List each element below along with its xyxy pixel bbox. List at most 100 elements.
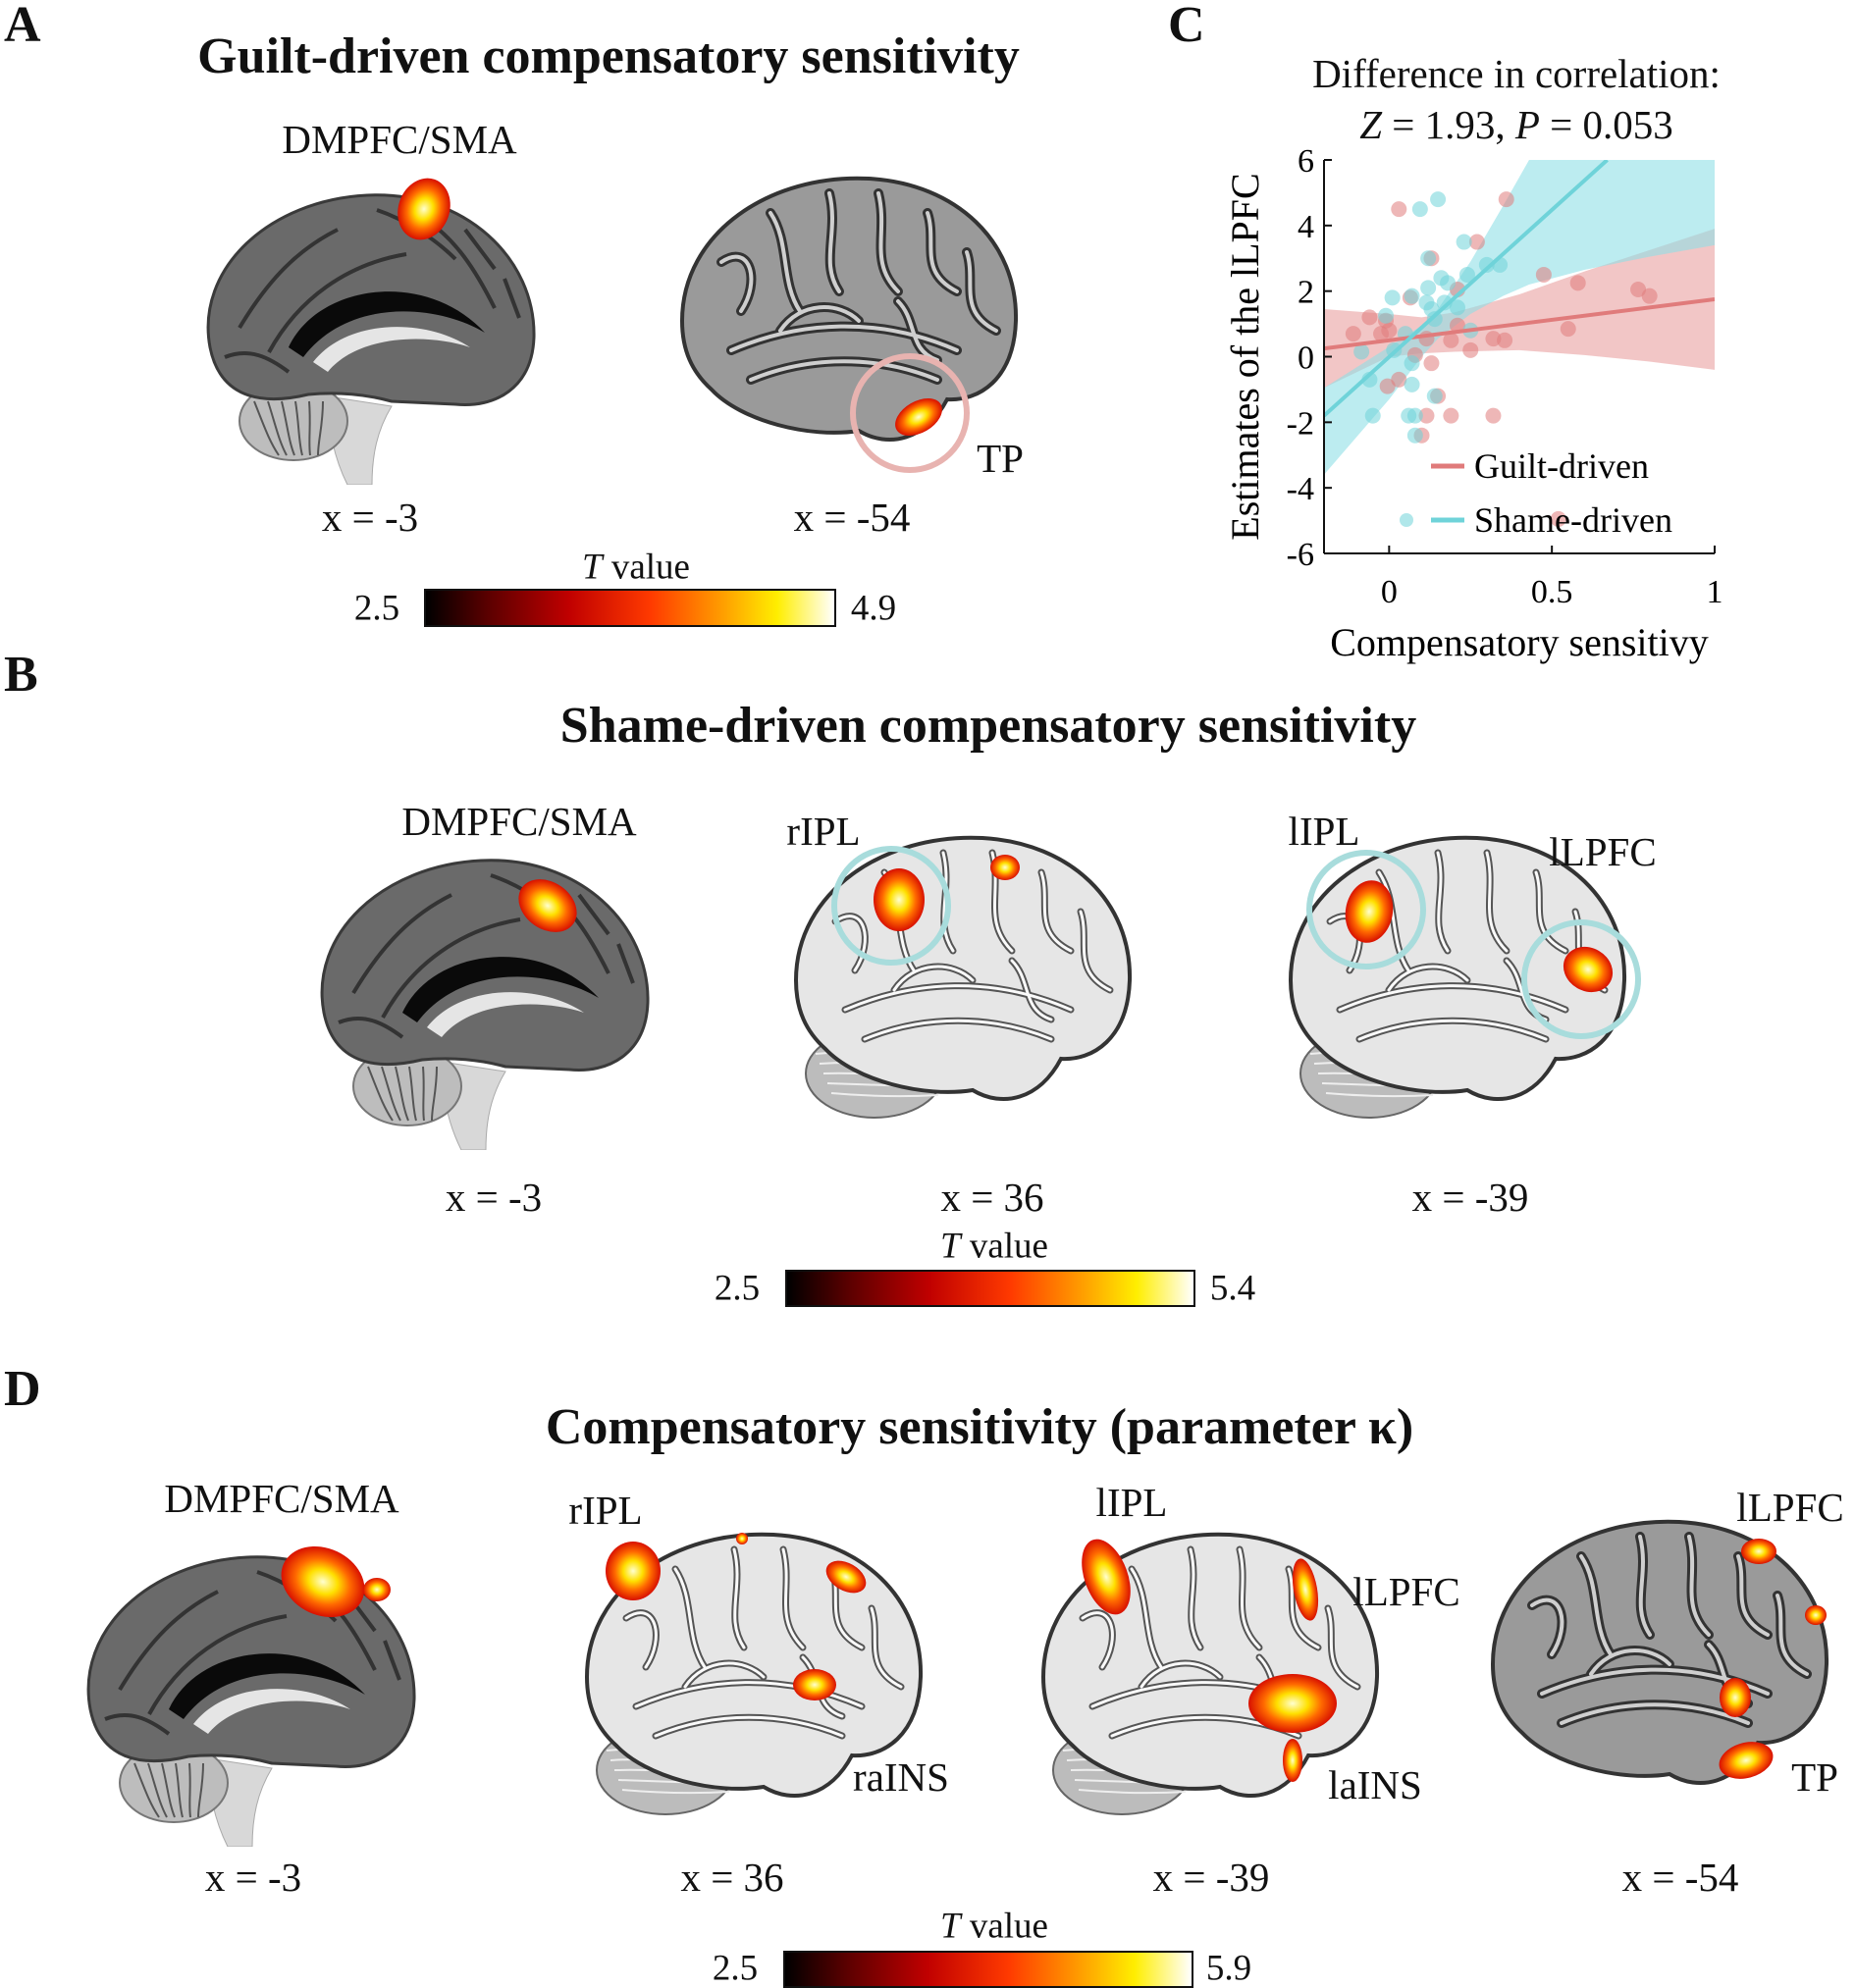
data-point [1404, 376, 1420, 392]
slice-coordinate: x = 36 [940, 1175, 1044, 1220]
activation-cluster [1248, 1674, 1337, 1733]
data-point [1630, 281, 1647, 297]
data-point [1535, 266, 1552, 283]
roi-circle [850, 353, 970, 473]
sulcus [118, 1590, 219, 1692]
x-tick-label: 1 [1707, 574, 1723, 610]
cerebellum-fold [431, 1066, 438, 1122]
y-tick-label: 0 [1298, 340, 1314, 377]
label-dmpfc-sma: DMPFC/SMA [401, 799, 637, 844]
gyrus-highlight [876, 191, 900, 293]
cerebellum-fold [161, 1762, 176, 1818]
corpus-callosum [289, 291, 485, 357]
label-llpfc: lLPFC [1736, 1485, 1844, 1530]
slice-coordinate: x = 36 [680, 1855, 784, 1900]
y-axis-label: Estimates of the lLPFC [1223, 173, 1267, 540]
data-point [1550, 510, 1566, 527]
chart-title-line1: Difference in correlation: [1312, 51, 1721, 96]
regression-line [1324, 297, 1715, 351]
chart-title-line2: Z = 1.93, P = 0.053 [1359, 102, 1673, 147]
brain-medial-slice-b [320, 859, 650, 1150]
sulcus [351, 893, 452, 995]
panel-b-letter: B [4, 647, 38, 703]
gyrus-highlight [892, 965, 975, 992]
brain-right-lateral-slice-d [584, 1532, 924, 1815]
brain-right-lateral-slice-b [793, 835, 1133, 1119]
cortex [793, 835, 1133, 1102]
label-tp: TP [1791, 1754, 1838, 1800]
legend-label: Shame-driven [1474, 500, 1672, 540]
activation-cluster [793, 1669, 836, 1700]
data-point [1364, 407, 1381, 424]
corpus-callosum [402, 957, 599, 1022]
gyrus-highlight [719, 254, 754, 313]
data-point [1420, 250, 1437, 267]
roi-circle [831, 846, 951, 966]
brain-left-lateral-slice-d2 [1490, 1519, 1829, 1786]
activation-cluster [1805, 1605, 1827, 1625]
gyrus-highlight [941, 851, 955, 953]
slice-coordinate: x = -3 [445, 1175, 543, 1220]
gyrus-highlight [778, 305, 861, 333]
gyrus-highlight [781, 1547, 805, 1649]
slice-coordinate: x = -54 [793, 495, 911, 540]
data-point [1449, 299, 1465, 316]
gyrus-highlight [1485, 851, 1509, 953]
gyrus-highlight [1010, 959, 1053, 1021]
gyrus-highlight [634, 1681, 864, 1708]
slice-coordinate: x = -54 [1621, 1855, 1739, 1900]
brain-left-lateral-slice-b [1288, 835, 1641, 1119]
colorbar-title: T value [940, 1226, 1048, 1267]
gyrus-highlight [1039, 870, 1073, 953]
gyrus-highlight [1776, 1594, 1809, 1676]
data-point [1420, 280, 1437, 296]
legend: Guilt-driven Shame-driven [1400, 446, 1672, 540]
gyrus-highlight [1189, 1547, 1202, 1649]
gyrus-highlight [1579, 1554, 1613, 1656]
data-point [1406, 427, 1423, 444]
gyrus-highlight [729, 324, 959, 352]
sulcus [147, 1614, 288, 1715]
label-ripl: rIPL [786, 809, 861, 854]
cerebellum-fold [147, 1762, 168, 1818]
gyrus-highlight [1687, 1535, 1711, 1637]
gyrus-highlight [749, 359, 939, 382]
data-point [1411, 201, 1428, 218]
label-lains: laINS [1328, 1762, 1422, 1807]
gyrus-highlight [732, 1547, 746, 1649]
activation-cluster [1563, 946, 1614, 993]
colorbar-max: 4.9 [850, 588, 897, 629]
data-point [1379, 378, 1396, 394]
data-point [1641, 288, 1658, 304]
activation-cluster [1292, 1558, 1319, 1621]
data-point [1478, 256, 1495, 273]
data-point [1498, 191, 1514, 208]
sulcus [616, 943, 635, 984]
x-axis-label: Compensatory sensitivy [1330, 620, 1709, 664]
activation-cluster [1719, 1742, 1774, 1779]
data-point [1560, 321, 1576, 338]
gyrus-highlight [1589, 1648, 1671, 1676]
sulcus [503, 278, 521, 319]
colorbar [424, 589, 836, 627]
data-point [1406, 407, 1423, 424]
confidence-band [1324, 160, 1715, 475]
gyrus-highlight [863, 1019, 1053, 1041]
gyrus-highlight [843, 984, 1073, 1012]
roi-circle [1306, 850, 1426, 969]
y-tick-label: 4 [1298, 209, 1314, 245]
colorbar [785, 1270, 1195, 1307]
sulcus [383, 1640, 401, 1681]
label-ripl: rIPL [568, 1488, 643, 1533]
data-point [1361, 309, 1378, 326]
colorbar-max: 5.9 [1205, 1948, 1252, 1988]
data-point [1378, 307, 1395, 324]
activation-cluster [895, 398, 942, 436]
label-dmpfc-sma: DMPFC/SMA [164, 1476, 399, 1521]
brain-lateral-slice-a [679, 176, 1019, 473]
sulcus [238, 228, 339, 330]
cerebellum-fold [281, 400, 295, 456]
legend-marker [1400, 513, 1413, 527]
data-point [1440, 275, 1457, 291]
gyrus-highlight [624, 1611, 658, 1669]
